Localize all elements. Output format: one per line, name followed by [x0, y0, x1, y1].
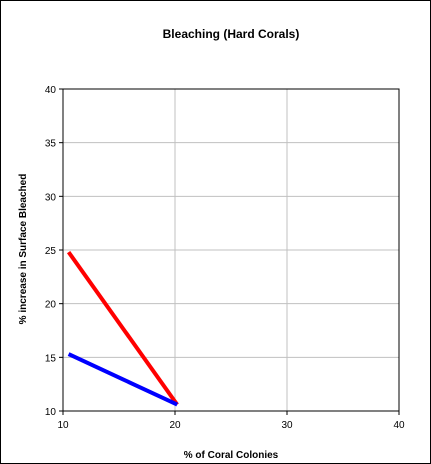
- y-axis-label: % increase in Surface Bleached: [18, 174, 29, 325]
- y-axis: 10 15 20 25 30 35 40: [45, 85, 63, 418]
- x-tick-label: 30: [281, 420, 293, 431]
- x-tick-label: 40: [393, 420, 405, 431]
- series-line: [66, 250, 179, 406]
- y-tick-label: 20: [45, 300, 57, 311]
- series-group: [66, 250, 179, 407]
- y-tick-label: 35: [45, 139, 57, 150]
- x-axis: 10 20 30 40: [57, 411, 405, 431]
- y-tick-label: 40: [45, 85, 57, 96]
- x-tick-label: 20: [169, 420, 181, 431]
- chart-title: Bleaching (Hard Corals): [163, 27, 300, 41]
- y-tick-label: 25: [45, 246, 57, 257]
- y-tick-label: 10: [45, 407, 57, 418]
- y-tick-label: 30: [45, 192, 57, 203]
- y-tick-label: 15: [45, 353, 57, 364]
- grid: [63, 89, 399, 411]
- series-line: [67, 352, 179, 407]
- x-axis-label: % of Coral Colonies: [184, 450, 279, 461]
- x-tick-label: 10: [57, 420, 69, 431]
